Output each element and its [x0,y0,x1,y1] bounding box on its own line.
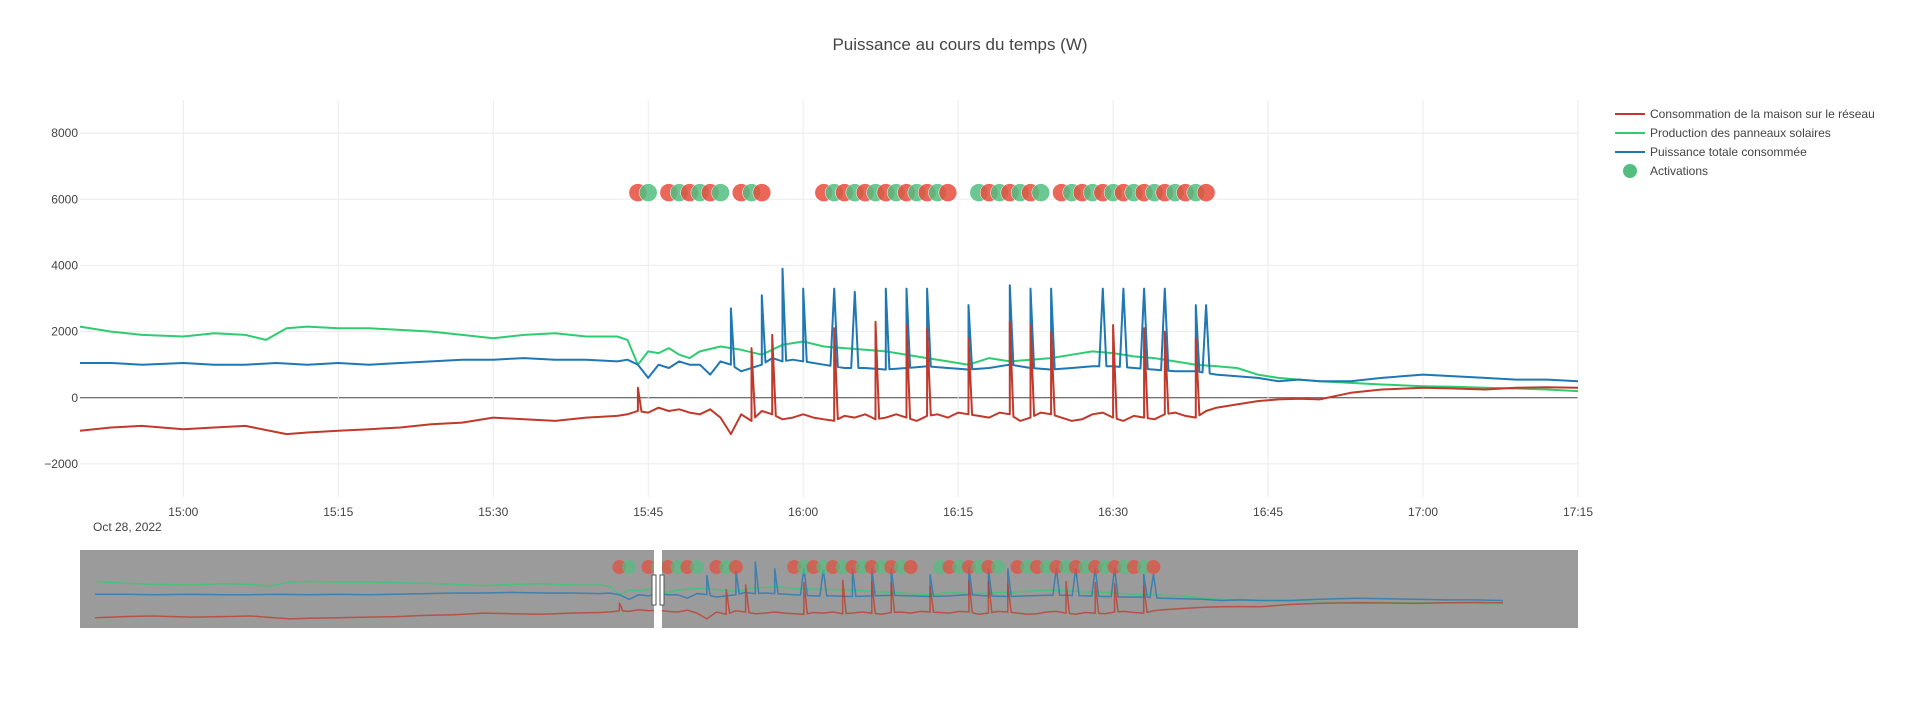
range-slider-marker [1107,560,1122,574]
range-slider-marker [787,560,802,574]
range-slider-marker [680,560,695,574]
x-tick-label: 16:30 [1098,505,1128,519]
range-slider-marker [1049,560,1064,574]
range-slider-marker [893,560,908,574]
range-slider-marker [670,560,685,574]
range-slider-marker [845,560,860,574]
range-slider-marker [612,560,627,574]
series-line-0 [79,320,1579,436]
x-tick-label: 16:00 [788,505,818,519]
range-slider-marker [1059,560,1074,574]
range-slider-marker [1127,560,1142,574]
range-slider-marker [719,560,734,574]
x-axis-date-label: Oct 28, 2022 [93,520,162,534]
y-tick-label: 2000 [51,325,78,339]
range-slider-window [654,550,662,628]
series-line-1 [79,325,1579,393]
range-slider-marker [1039,560,1054,574]
range-slider[interactable] [80,550,1578,628]
range-slider-marker [1097,560,1112,574]
range-slider-marker [1029,560,1044,574]
range-slider-marker [641,560,656,574]
range-slider-marker [825,560,840,574]
range-slider-trace [94,580,1504,605]
x-tick-label: 15:45 [633,505,663,519]
legend-label: Activations [1650,164,1708,178]
range-slider-marker [816,560,831,574]
range-slider-marker [835,560,850,574]
range-slider-marker [1078,560,1093,574]
y-tick-label: 6000 [51,192,78,206]
activation-marker-off [938,183,958,202]
y-tick-label: 8000 [51,126,78,140]
x-tick-label: 17:15 [1563,505,1593,519]
range-slider-marker [874,560,889,574]
range-slider-marker [1020,560,1035,574]
y-tick-label: 4000 [51,258,78,272]
range-slider-marker [1117,560,1132,574]
activation-marker-on [1031,183,1051,202]
range-slider-marker [796,560,811,574]
range-slider-marker [622,560,637,574]
range-slider-marker [864,560,879,574]
range-slider-marker [855,560,870,574]
range-slider-marker [1068,560,1083,574]
range-slider-marker [981,560,996,574]
y-tick-label: −2000 [44,457,78,471]
range-slider-marker [952,560,967,574]
range-slider-marker [1088,560,1103,574]
range-slider-handle-left [651,574,657,606]
range-slider-marker [690,560,705,574]
x-tick-label: 15:15 [323,505,353,519]
range-slider-marker [1146,560,1161,574]
grid [80,100,1579,497]
series-line-2 [80,267,1579,383]
x-tick-label: 16:15 [943,505,973,519]
range-slider-marker [961,560,976,574]
x-tick-label: 16:45 [1253,505,1283,519]
activation-marker-on [638,183,658,202]
range-slider-handle-right [659,574,665,606]
y-tick-label: 0 [71,391,78,405]
legend-label: Production des panneaux solaires [1650,126,1831,140]
x-tick-label: 15:30 [478,505,508,519]
range-slider-marker [660,560,675,574]
range-slider-marker [1010,560,1025,574]
range-slider-marker [728,560,743,574]
chart-title: Puissance au cours du temps (W) [832,35,1087,54]
activation-marker-on [711,183,730,202]
range-slider-marker [971,560,986,574]
activation-marker-off [1196,183,1216,202]
range-slider-marker [903,560,918,574]
range-slider-marker [709,560,724,574]
y-axis-ticks: 8000 6000 4000 2000 0 −2000 [44,126,78,471]
x-tick-label: 15:00 [168,505,198,519]
range-slider-marker [932,560,947,574]
activation-markers[interactable] [628,183,1216,202]
legend-label: Puissance totale consommée [1650,145,1807,159]
legend-marker [1623,164,1637,178]
range-slider-marker [806,560,821,574]
x-tick-label: 17:00 [1408,505,1438,519]
range-slider-marker [1136,560,1151,574]
x-axis-ticks: 15:00 15:15 15:30 15:45 16:00 16:15 16:30 16:45… [168,505,1593,519]
series-lines[interactable] [79,267,1579,436]
range-slider-marker [884,560,899,574]
legend[interactable]: Consommation de la maison sur le réseau P… [1615,107,1875,178]
range-slider-marker [991,560,1006,574]
legend-label: Consommation de la maison sur le réseau [1650,107,1875,121]
activation-marker-off [752,183,772,202]
range-slider-marker [942,560,957,574]
range-slider-trace [94,579,1504,620]
